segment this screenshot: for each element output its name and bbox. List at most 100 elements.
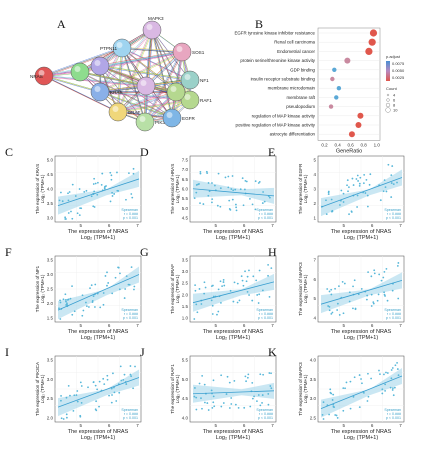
data-point: [66, 302, 68, 305]
data-point: [370, 305, 373, 307]
data-point: [222, 279, 225, 281]
data-point: [131, 196, 134, 199]
data-point: [367, 271, 369, 274]
data-point: [194, 289, 197, 292]
panel-label-e: E: [268, 145, 275, 159]
data-point: [111, 191, 114, 194]
network-node-label: NRAS: [30, 74, 43, 79]
data-point: [378, 369, 380, 372]
data-point: [118, 288, 121, 291]
network-edge: [43, 75, 119, 113]
data-point: [270, 267, 273, 269]
data-point: [258, 293, 261, 296]
go-term-label: positive regulation of MAP kinase activi…: [236, 123, 316, 128]
count-legend-dot: [386, 98, 390, 102]
data-point: [80, 385, 83, 387]
x-axis-label: The expression of NRAS: [68, 229, 129, 235]
y-tick: 6.5: [182, 177, 189, 182]
data-point: [74, 195, 77, 197]
x-tick: 0.4: [334, 142, 341, 147]
data-point: [65, 416, 68, 419]
data-point: [96, 193, 99, 196]
x-axis-label: The expression of NRAS: [68, 329, 129, 335]
data-point: [352, 307, 354, 310]
x-tick: 5: [80, 423, 83, 428]
data-point: [130, 266, 133, 269]
network-node-x1: [90, 56, 110, 76]
data-point: [194, 387, 196, 389]
data-point: [392, 394, 395, 397]
count-legend-title: Count: [386, 86, 398, 91]
data-point: [262, 373, 265, 376]
go-dot: [348, 131, 355, 138]
go-term-label: EGFR tyrosine kinase inhibitor resistanc…: [234, 31, 315, 36]
data-point: [90, 284, 93, 287]
panel-label-a: A: [57, 17, 66, 31]
confidence-band: [193, 382, 274, 403]
data-point: [251, 381, 254, 384]
data-point: [244, 270, 246, 273]
data-point: [59, 318, 62, 320]
stat-legend: p < 0.001: [258, 416, 273, 420]
network-node-mapk3: [142, 20, 162, 40]
regression-line: [57, 274, 140, 311]
x-tick: 5: [343, 223, 346, 228]
data-point: [360, 288, 363, 290]
y-axis-label: The expression of EGFR: [298, 163, 303, 214]
data-point: [81, 294, 84, 297]
y-tick: 4.0: [310, 358, 317, 363]
data-point: [383, 293, 386, 296]
data-point: [62, 418, 65, 420]
network-edge: [118, 92, 177, 114]
data-point: [366, 400, 369, 402]
data-point: [76, 212, 79, 215]
y-axis-label-units: Log₂ (TPM+1): [303, 174, 308, 203]
data-point: [76, 400, 79, 403]
color-scale-label: 0.0075: [392, 61, 405, 66]
data-point: [89, 287, 91, 290]
data-point: [85, 301, 87, 304]
node-highlight: [184, 94, 191, 100]
stat-legend: p < 0.001: [386, 216, 401, 220]
data-point: [130, 375, 133, 378]
panel-label-h: H: [268, 245, 277, 259]
count-legend-label: 6: [393, 97, 396, 102]
network-edge: [122, 48, 177, 93]
data-point: [347, 190, 349, 193]
data-point: [361, 382, 363, 385]
data-point: [397, 374, 400, 377]
data-point: [80, 401, 83, 404]
x-axis-label-units: Log₂ (TPM+1): [81, 435, 116, 441]
confidence-band: [193, 179, 274, 204]
data-point: [117, 266, 120, 269]
data-point: [356, 194, 359, 197]
y-tick: 2.0: [47, 416, 54, 421]
y-axis-label: The expression of BRAF: [170, 264, 175, 314]
panel-label-g: G: [140, 245, 149, 259]
panel-label-k: K: [268, 345, 277, 359]
data-point: [253, 395, 255, 398]
data-point: [358, 406, 361, 409]
y-tick: 3.5: [310, 377, 317, 382]
x-tick: 0.2: [321, 142, 328, 147]
data-point: [200, 397, 202, 400]
data-point: [241, 279, 244, 282]
data-point: [66, 298, 69, 301]
data-point: [226, 375, 229, 378]
y-tick: 3.5: [47, 201, 54, 206]
network-node-label: NF1: [200, 78, 209, 83]
data-point: [213, 184, 216, 187]
data-point: [198, 382, 201, 385]
data-point: [396, 361, 398, 364]
go-term-label: Endometrial cancer: [277, 49, 315, 54]
data-point: [217, 310, 220, 313]
node-highlight: [116, 42, 123, 48]
go-term-label: Renal cell carcinoma: [274, 40, 315, 45]
y-tick: 2.5: [310, 416, 317, 421]
data-point: [384, 383, 387, 386]
x-tick: 7: [136, 423, 139, 428]
data-point: [229, 208, 232, 211]
data-point: [75, 394, 78, 396]
